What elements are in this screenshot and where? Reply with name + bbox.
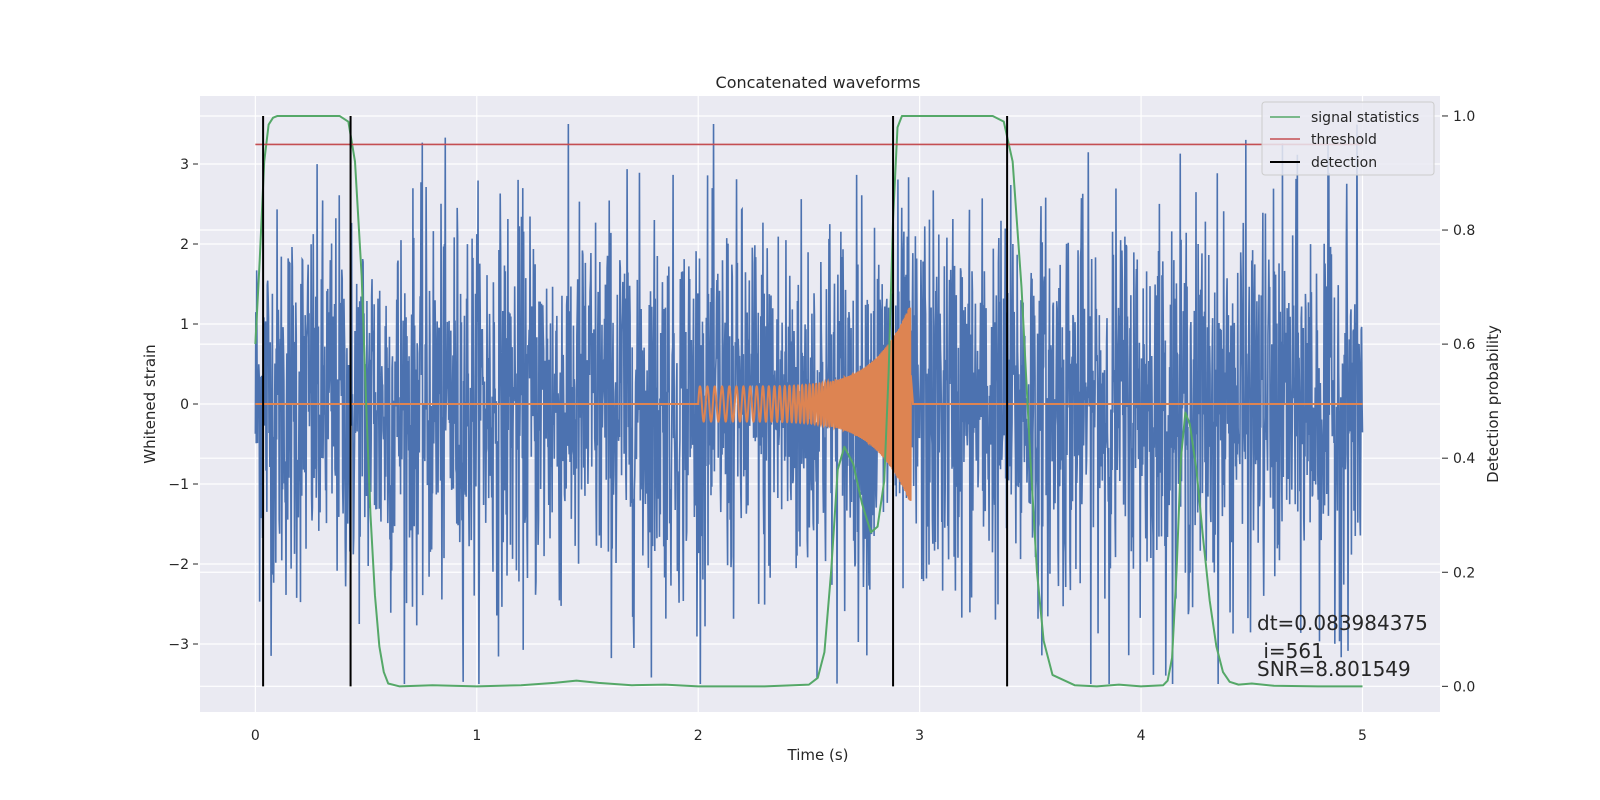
y2-tick-label: 0.0 [1453,679,1475,695]
y2-tick-label: 0.4 [1453,451,1475,467]
template-line [255,307,1363,501]
x-tick-label: 4 [1137,728,1146,744]
legend: signal statistics threshold detection [1261,101,1435,176]
annotation-i: i=561 [1257,639,1324,663]
y-tick-label: −1 [168,477,189,493]
x-tick-label: 3 [915,728,924,744]
y-tick-label: 3 [180,157,189,173]
signal-statistics-series [254,114,1363,688]
y2-tick-label: 0.8 [1453,223,1475,239]
annotation-snr: SNR=8.801549 [1257,657,1411,681]
signal-statistics-line [254,114,1363,688]
y-axis-label: Whitened strain [141,344,159,463]
template-series [255,307,1363,501]
ticks: 0 1 2 3 4 5 −3 −2 −1 0 1 2 3 0.0 0.2 0.4 0.6 0.8 1.0 [168,109,1475,744]
detection-series [262,115,1009,687]
y2-axis-label: Detection probability [1484,325,1502,483]
chart-title: Concatenated waveforms [716,73,921,92]
y-tick-label: 1 [180,317,189,333]
annotation-dt: dt=0.083984375 [1257,611,1428,635]
x-tick-label: 5 [1358,728,1367,744]
y-tick-label: −3 [168,637,189,653]
y2-tick-label: 0.6 [1453,337,1475,353]
y-tick-label: 2 [180,237,189,253]
legend-label-threshold: threshold [1311,132,1377,148]
y-tick-label: −2 [168,557,189,573]
annotations: dt=0.083984375 i=561 SNR=8.801549 [1257,611,1428,681]
legend-box [1261,101,1435,176]
y2-tick-label: 1.0 [1453,109,1475,125]
x-tick-label: 0 [251,728,260,744]
x-tick-label: 1 [472,728,481,744]
y2-tick-label: 0.2 [1453,565,1475,581]
x-tick-label: 2 [694,728,703,744]
legend-label-detection: detection [1311,155,1377,171]
legend-label-signal-statistics: signal statistics [1311,110,1419,126]
y-tick-label: 0 [180,397,189,413]
x-axis-label: Time (s) [787,746,849,764]
